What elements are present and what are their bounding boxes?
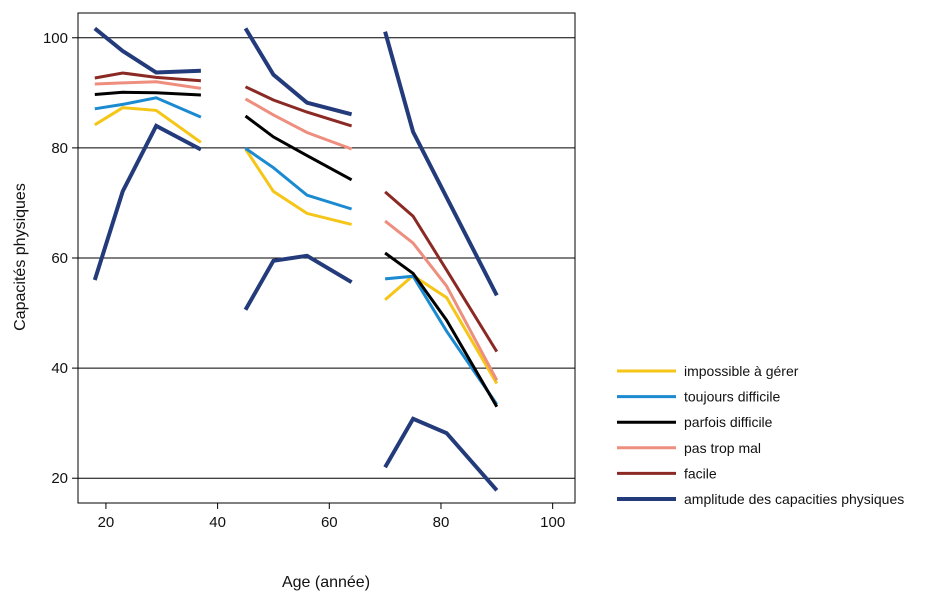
legend-label: facile (684, 465, 717, 481)
legend-item: toujours difficile (617, 389, 780, 405)
series-line (244, 114, 353, 182)
x-axis-label: Age (année) (282, 574, 370, 591)
y-tick-label: 40 (51, 360, 68, 377)
y-tick-label: 100 (43, 30, 68, 47)
series-line (383, 31, 499, 297)
series-line (94, 71, 202, 83)
series-line (244, 148, 352, 226)
series-0 (94, 106, 499, 385)
y-tick-label: 60 (51, 250, 68, 267)
legend-label: toujours difficile (684, 389, 780, 405)
legend-label: parfois difficile (684, 414, 773, 430)
legend-item: amplitude des capacities physiques (617, 491, 904, 507)
x-tick-label: 20 (98, 514, 115, 531)
x-tick-label: 100 (540, 514, 565, 531)
legend-item: facile (617, 465, 717, 481)
series-line (244, 147, 353, 211)
x-tick-label: 60 (321, 514, 338, 531)
legend-item: parfois difficile (617, 414, 773, 430)
x-tick-label: 80 (433, 514, 450, 531)
series-line (384, 190, 499, 353)
series-line (383, 416, 499, 492)
series-line (384, 219, 499, 381)
grid-lines (78, 37, 575, 479)
series-line (384, 273, 499, 385)
series-line (94, 106, 202, 144)
legend-label: pas trop mal (684, 440, 761, 456)
series-4 (94, 71, 499, 353)
axis-ticks: 20 40 60 80 100 20 40 60 80 100 (43, 30, 565, 531)
y-tick-label: 20 (51, 470, 68, 487)
series-line (244, 97, 353, 151)
series-line (243, 253, 353, 311)
series-line (243, 27, 353, 117)
legend-label: amplitude des capacities physiques (684, 491, 904, 507)
series-line (384, 274, 499, 406)
series-5 (92, 26, 499, 492)
x-tick-label: 40 (209, 514, 226, 531)
series-line (94, 80, 202, 90)
series-2 (94, 90, 499, 408)
legend: impossible à gérer toujours difficile parf… (617, 363, 904, 507)
series-line (93, 26, 201, 75)
y-tick-label: 80 (51, 140, 68, 157)
series-3 (94, 80, 499, 381)
series-1 (94, 96, 499, 406)
series-line (94, 96, 202, 119)
y-axis-label: Capacités physiques (12, 183, 29, 331)
series-lines (92, 26, 499, 492)
legend-label: impossible à gérer (684, 363, 799, 379)
legend-item: pas trop mal (617, 440, 761, 456)
legend-item: impossible à gérer (617, 363, 799, 379)
series-line (244, 85, 353, 128)
series-line (384, 251, 499, 408)
series-line (94, 90, 201, 97)
series-line (92, 123, 202, 281)
